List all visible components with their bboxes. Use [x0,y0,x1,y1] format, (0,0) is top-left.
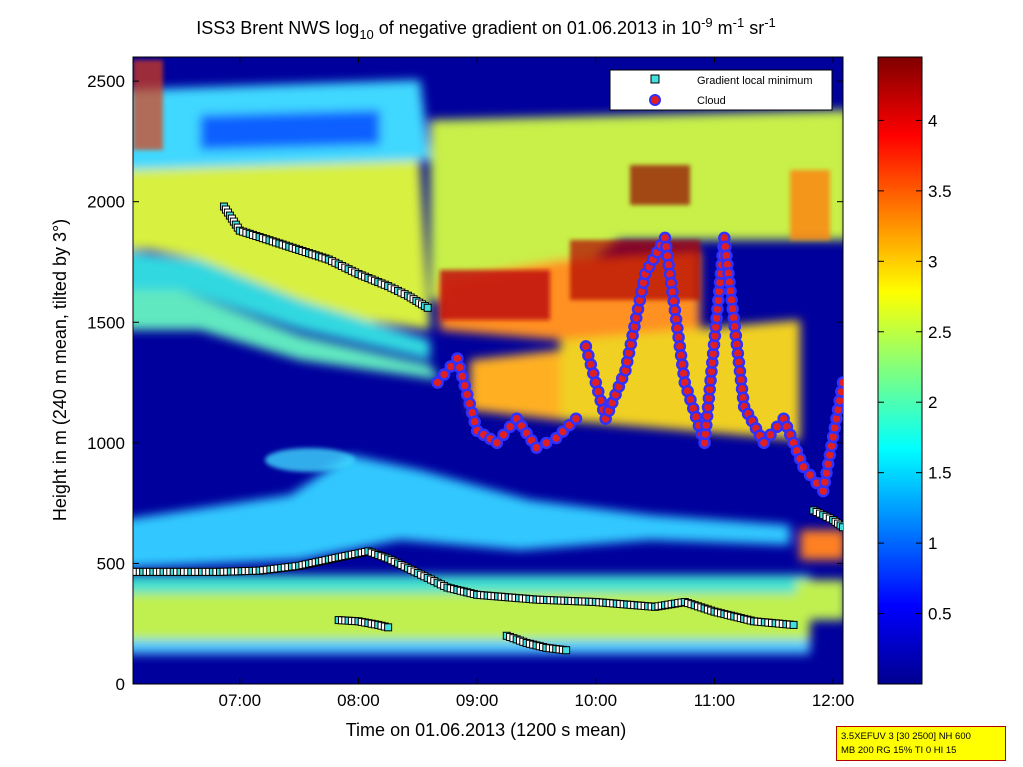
y-tick-label: 2500 [87,72,125,91]
x-tick-label: 08:00 [337,691,380,710]
colorbar-tick-label: 3 [928,252,937,271]
heatmap-band [133,455,790,568]
cloud-marker [497,428,510,442]
heatmap-band [470,350,560,420]
cloud-marker [569,412,583,425]
y-tick-label: 1000 [87,434,125,453]
plot-area [132,56,844,685]
heatmap-band [630,165,690,205]
cloud-marker [836,376,843,389]
heatmap-band [570,240,700,300]
y-tick-label: 1500 [87,313,125,332]
x-tick-label: 12:00 [812,691,855,710]
heatmap-band [133,640,810,654]
cloud-marker [503,420,517,434]
y-tick-label: 500 [97,554,125,573]
gradient-min-marker [423,303,432,312]
x-tick-label: 11:00 [694,691,735,710]
y-axis: 0 500 1000 1500 2000 2500 [87,72,843,694]
info-box: 3.5XEFUV 3 [30 2500] NH 600 MB 200 RG 15… [836,726,1006,761]
x-axis: 07:00 08:00 09:00 10:00 11:00 12:00 [219,57,855,710]
cloud-marker [764,428,777,442]
cloud-marker [490,436,504,450]
cloud-marker [757,436,771,450]
legend-marker-min [650,74,660,84]
y-tick-label: 0 [116,675,125,694]
cloud-marker [437,368,451,381]
y-axis-label: Height in m (240 m mean, tilted by 3°) [50,219,70,521]
colorbar-tick-label: 0.5 [928,605,952,624]
cloud-marker [530,441,543,454]
heatmap-band [800,530,843,560]
colorbar-tick-label: 1 [928,534,937,553]
colorbar-tick-label: 4 [928,111,937,130]
heatmap-band [265,448,355,472]
heatmap-band [200,110,380,150]
heatmap-band [133,290,440,380]
cloud-marker [797,460,810,474]
legend-label-cloud: Cloud [697,95,726,107]
colorbar-tick-label: 3.5 [928,182,952,201]
chart-title: ISS3 Brent NWS log10 of negative gradien… [196,15,776,42]
colorbar-tick-label: 2 [928,393,937,412]
x-tick-label: 09:00 [456,691,499,710]
cloud-marker [803,468,817,482]
legend-box [609,69,833,111]
info-line-1: 3.5XEFUV 3 [30 2500] NH 600 [841,731,971,742]
x-axis-label: Time on 01.06.2013 (1200 s mean) [346,720,627,740]
heatmap-band [430,110,843,300]
heatmap-field [133,57,843,684]
legend: Gradient local minimum Cloud [609,69,833,111]
markers-layer [133,202,843,655]
heatmap-band [133,588,810,646]
gradient-min-marker [384,623,393,632]
heatmap-band [133,575,810,593]
y-tick-label: 2000 [87,193,125,212]
gradient-min-marker [562,646,571,655]
heatmap-band [133,60,163,150]
colorbar-tick-label: 1.5 [928,464,952,483]
heatmap-band [790,170,830,240]
heatmap-band [796,580,843,620]
cloud-marker [540,436,553,450]
gradient-min-marker [839,523,843,532]
colorbar-tick-label: 2.5 [928,323,952,342]
colorbar-ticks: 0.5 1 1.5 2 2.5 3 3.5 4 [878,111,952,624]
heatmap-band [133,251,430,360]
legend-marker-cloud [649,94,661,106]
gradient-min-marker [789,620,798,629]
heatmap-band [440,270,550,320]
colorbar [877,56,923,685]
info-line-2: MB 200 RG 15% TI 0 HI 15 [841,745,957,756]
x-tick-label: 07:00 [219,691,262,710]
legend-label-min: Gradient local minimum [697,75,813,87]
cloud-marker [431,376,444,389]
x-tick-label: 10:00 [575,691,618,710]
